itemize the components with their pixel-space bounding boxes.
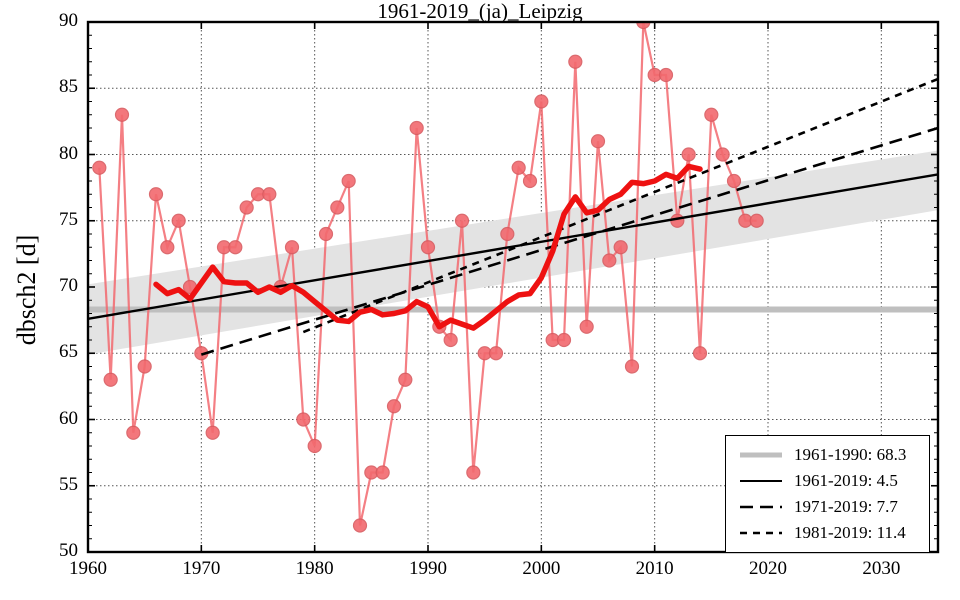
- legend-item: 1961-1990: 68.3: [730, 442, 925, 468]
- x-tick-label: 2010: [635, 558, 674, 579]
- legend-label: 1961-2019: 4.5: [794, 471, 898, 490]
- legend-label: 1981-2019: 11.4: [794, 523, 906, 542]
- smoothed-series: [153, 163, 703, 331]
- legend-label: 1971-2019: 7.7: [794, 497, 898, 516]
- legend-line-sample: [738, 471, 784, 491]
- x-tick-label: 1970: [182, 558, 221, 579]
- y-tick-label: 90: [59, 10, 78, 31]
- x-tick-label: 1980: [295, 558, 334, 579]
- y-tick-label: 55: [59, 473, 78, 495]
- confidence-band: [88, 150, 938, 355]
- trend-lines: [88, 77, 938, 356]
- legend-line-sample: [738, 497, 784, 517]
- legend-label: 1961-1990: 68.3: [794, 445, 907, 464]
- annual-series: [92, 22, 764, 533]
- x-tick-label: 2000: [522, 558, 561, 579]
- x-tick-label: 2020: [749, 558, 787, 579]
- y-tick-label: 75: [59, 208, 78, 230]
- y-tick-label: 50: [59, 540, 78, 561]
- legend-item: 1961-2019: 4.5: [730, 468, 925, 494]
- legend-line-sample: [738, 523, 784, 543]
- x-tick-label: 1960: [69, 558, 107, 579]
- y-tick-label: 60: [59, 407, 78, 429]
- chart-legend: 1961-1990: 68.3 1961-2019: 4.5 1971-2019: …: [725, 435, 930, 553]
- y-tick-label: 65: [59, 341, 78, 363]
- legend-line-sample: [738, 445, 784, 465]
- chart-title: 1961-2019_(ja)_Leipzig: [377, 0, 583, 23]
- y-tick-label: 85: [59, 76, 78, 98]
- x-tick-label: 1990: [409, 558, 447, 579]
- x-tick-label: 2030: [862, 558, 901, 579]
- y-tick-label: 70: [59, 275, 78, 296]
- legend-item: 1971-2019: 7.7: [730, 494, 925, 520]
- y-tick-label: 80: [59, 142, 78, 164]
- legend-item: 1981-2019: 11.4: [730, 520, 925, 546]
